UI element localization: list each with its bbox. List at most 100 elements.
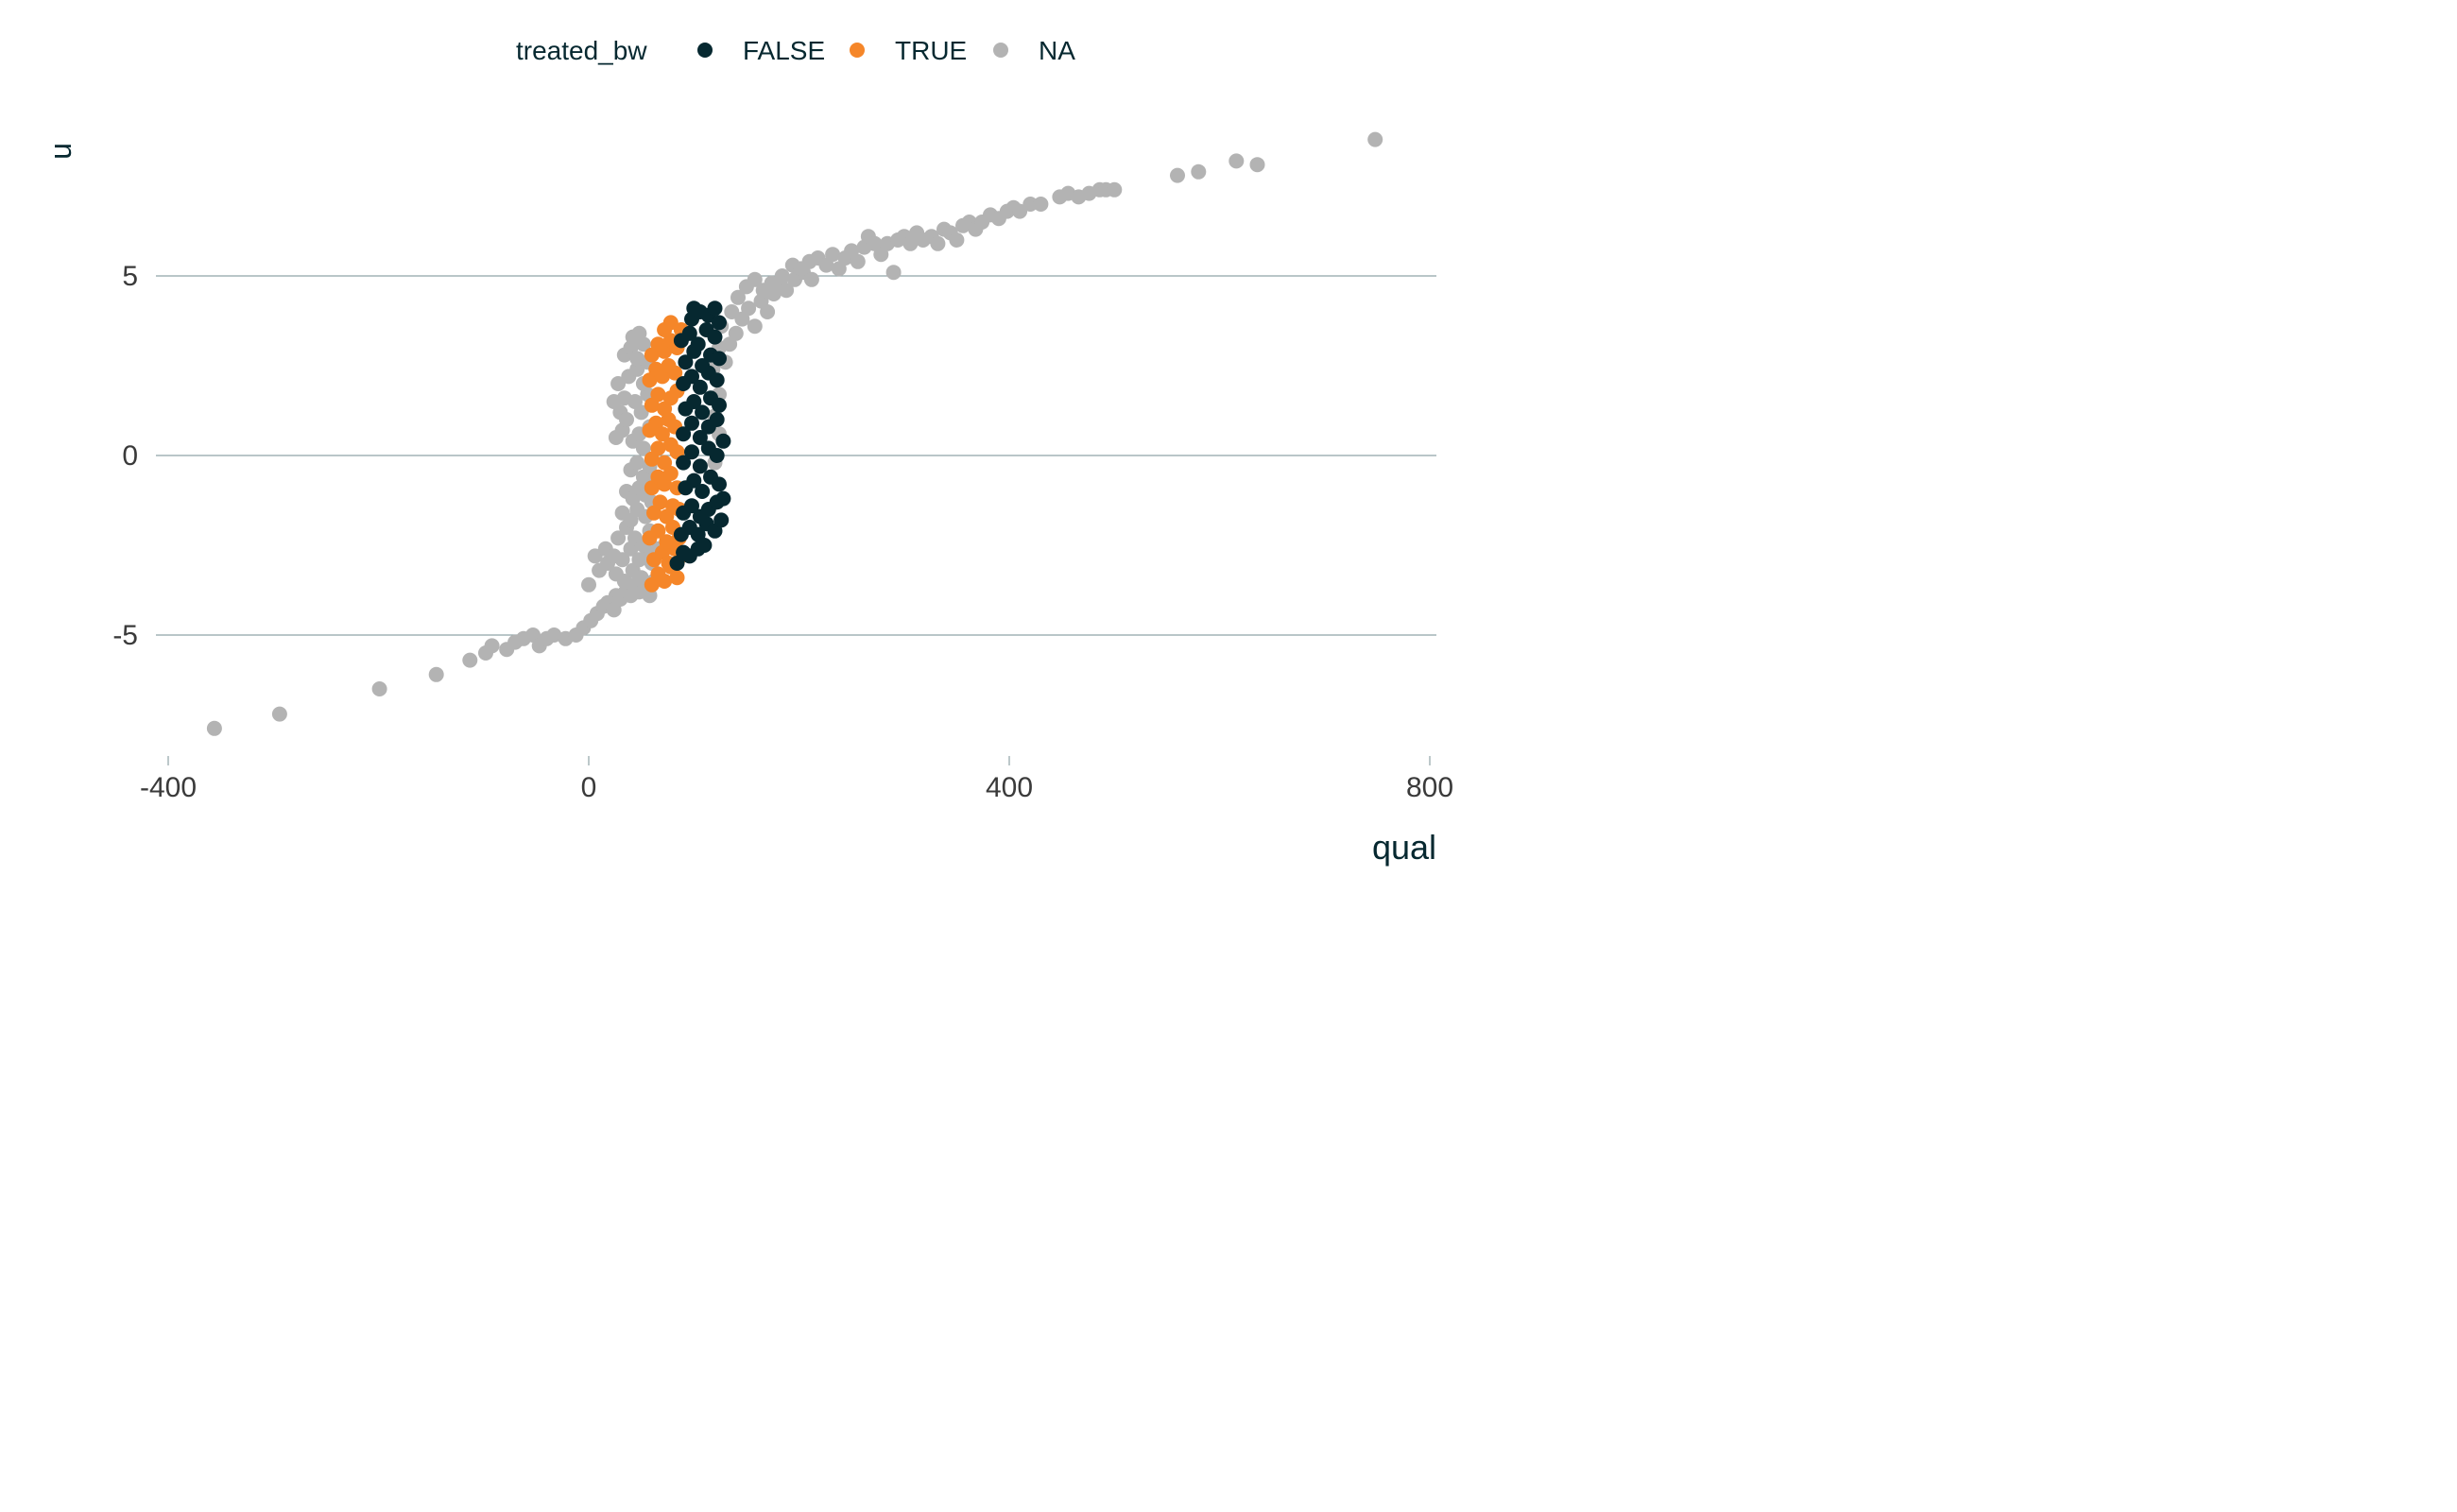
data-point-na: [803, 271, 819, 287]
data-point-false: [692, 430, 708, 445]
series-false: [669, 301, 731, 571]
data-point-na: [614, 552, 630, 568]
series-na: [206, 131, 1383, 736]
data-point-false: [707, 301, 723, 317]
data-point-na: [747, 271, 763, 287]
data-point-false: [692, 458, 708, 474]
data-point-na: [428, 666, 444, 682]
legend: treated_bw FALSE TRUE NA: [516, 36, 1075, 65]
y-tick-label: -5: [112, 620, 138, 651]
data-point-na: [629, 455, 645, 471]
data-point-false: [676, 455, 692, 471]
x-axis-title: qual: [1372, 828, 1436, 867]
scatter-chart: treated_bw FALSE TRUE NA -5 0 5 -400 0 400 80…: [43, 36, 1453, 867]
x-tick-label: 800: [1406, 772, 1453, 803]
data-point-na: [619, 412, 634, 427]
legend-key-true: [850, 43, 865, 58]
data-point-na: [949, 232, 965, 248]
data-point-false: [684, 444, 699, 460]
data-point-na: [271, 706, 287, 722]
data-point-true: [659, 534, 675, 550]
data-point-na: [635, 440, 651, 456]
data-point-na: [1249, 157, 1265, 173]
data-point-false: [686, 394, 702, 409]
data-point-na: [610, 376, 627, 391]
data-point-na: [741, 301, 757, 317]
data-point-na: [631, 325, 647, 341]
data-point-na: [546, 627, 562, 643]
y-tick-label: 5: [122, 261, 138, 292]
data-point-true: [657, 574, 673, 589]
data-point-na: [581, 576, 596, 593]
y-tick-label: 0: [122, 440, 138, 472]
data-point-na: [484, 638, 500, 654]
data-point-false: [676, 426, 692, 442]
data-point-na: [885, 265, 902, 281]
data-point-na: [1033, 197, 1049, 212]
legend-label-na: NA: [1039, 36, 1075, 65]
data-point-na: [616, 574, 632, 589]
data-point-false: [712, 315, 727, 331]
data-point-false: [709, 448, 725, 463]
data-point-na: [774, 268, 790, 284]
data-point-false: [713, 512, 730, 528]
data-point-true: [657, 455, 673, 471]
data-point-false: [707, 329, 723, 345]
data-point-na: [850, 253, 866, 269]
data-point-na: [930, 235, 946, 251]
data-point-false: [712, 476, 727, 492]
data-point-false: [681, 325, 697, 341]
data-point-true: [650, 523, 666, 539]
data-point-true: [654, 426, 670, 442]
x-axis-ticks: [167, 756, 1431, 765]
data-point-na: [1170, 167, 1185, 183]
data-point-na: [728, 325, 744, 341]
data-point-false: [709, 372, 725, 388]
data-point-false: [684, 498, 699, 514]
legend-key-false: [697, 43, 713, 58]
data-point-na: [825, 247, 841, 263]
data-point-na: [1367, 131, 1383, 147]
data-point-na: [1012, 203, 1028, 219]
gridlines: [156, 275, 1436, 636]
data-point-false: [712, 351, 727, 367]
data-point-na: [760, 304, 776, 319]
legend-label-true: TRUE: [895, 36, 967, 65]
data-point-na: [629, 351, 645, 367]
data-point-false: [686, 472, 702, 489]
data-point-true: [650, 440, 666, 456]
data-point-na: [730, 289, 746, 305]
data-point-na: [1191, 163, 1207, 180]
scatter-points: [206, 131, 1383, 736]
legend-label-false: FALSE: [743, 36, 825, 65]
data-point-false: [684, 369, 699, 385]
data-point-false: [715, 433, 731, 449]
x-tick-label: 0: [581, 772, 597, 803]
data-point-na: [371, 681, 387, 696]
data-point-na: [1228, 153, 1245, 169]
data-point-false: [690, 526, 706, 542]
data-point-na: [779, 283, 795, 299]
data-point-na: [633, 570, 649, 586]
data-point-false: [678, 354, 694, 370]
data-point-true: [669, 570, 685, 586]
data-point-na: [462, 652, 478, 668]
data-point-na: [1022, 197, 1039, 212]
data-point-false: [695, 404, 711, 421]
data-point-na: [724, 304, 740, 319]
x-tick-label: -400: [140, 772, 197, 803]
y-axis-title: u: [43, 143, 77, 160]
data-point-false: [715, 490, 731, 507]
data-point-na: [1107, 181, 1123, 198]
legend-key-na: [993, 43, 1008, 58]
data-point-false: [695, 358, 711, 373]
y-axis-labels: -5 0 5: [112, 261, 138, 651]
legend-title: treated_bw: [516, 36, 647, 65]
data-point-na: [633, 404, 649, 421]
data-point-false: [712, 397, 727, 413]
data-point-true: [652, 494, 668, 510]
data-point-false: [690, 336, 706, 352]
data-point-na: [206, 720, 222, 736]
x-tick-label: 400: [986, 772, 1033, 803]
data-point-true: [667, 365, 683, 381]
